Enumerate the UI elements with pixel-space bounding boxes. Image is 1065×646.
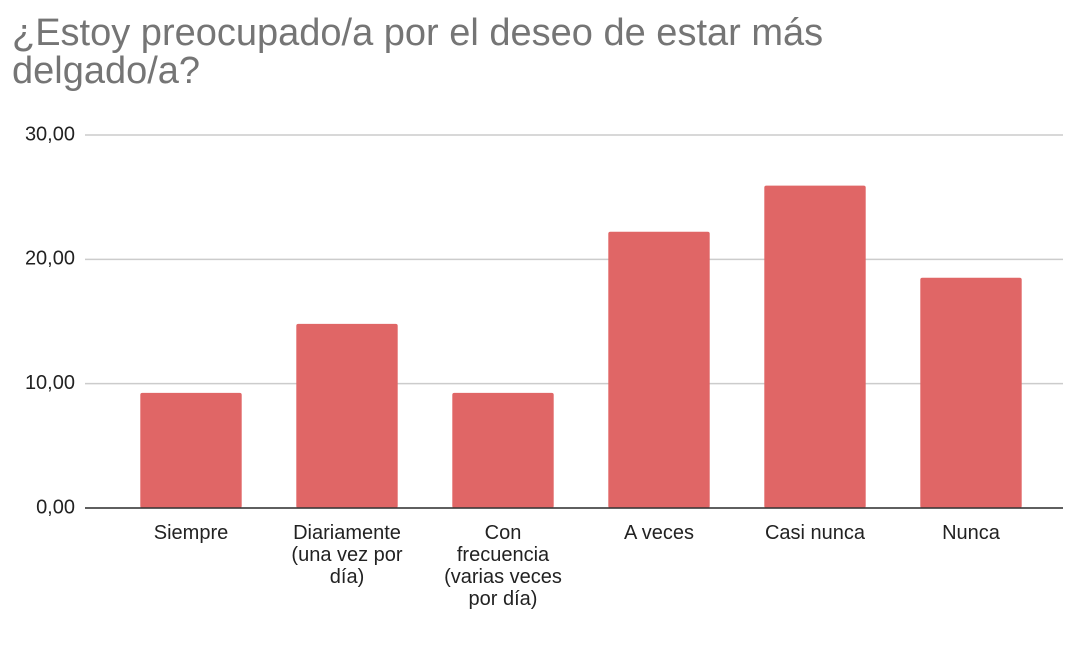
x-tick-label: Siempre [153,522,229,544]
y-tick-label: 30,00 [25,123,75,145]
bar [764,185,866,508]
bar [608,231,710,509]
x-tick-label: A veces [623,522,695,544]
chart-title: ¿Estoy preocupado/a por el deseo de esta… [12,12,824,92]
bar [140,392,242,508]
x-tick-label: Casi nunca [764,522,866,544]
y-tick-label: 20,00 [25,248,75,270]
x-tick-label: Nunca [942,522,1000,544]
bar [296,323,398,508]
y-tick-label: 0,00 [36,496,75,518]
y-tick-label: 10,00 [25,372,75,394]
bar [920,277,1022,508]
x-tick-label: Diariamente (una vez por día) [291,522,403,588]
bar [452,392,554,508]
x-tick-label: Con frecuencia (varias veces por día) [444,522,562,610]
